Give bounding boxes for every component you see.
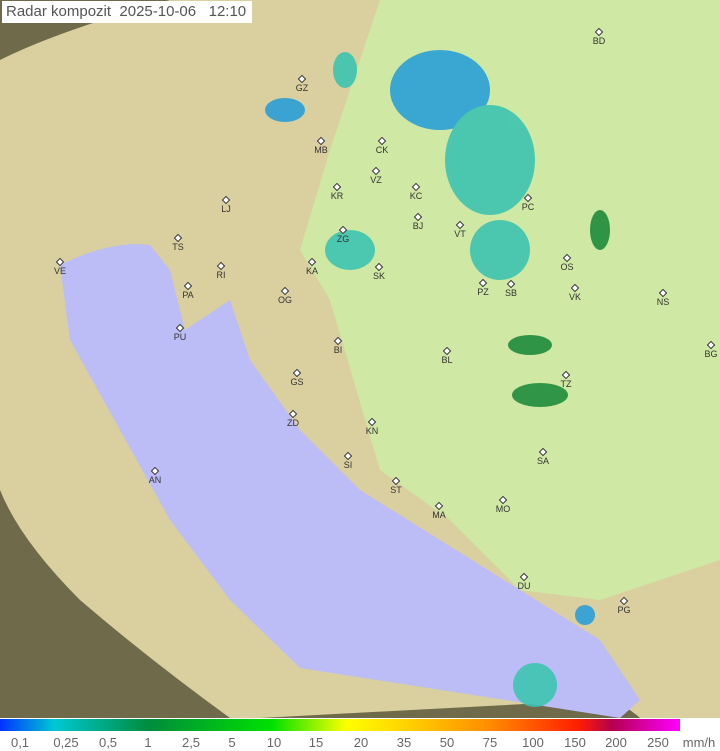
legend-tick: 20: [353, 735, 369, 750]
city-label: MB: [314, 145, 328, 155]
city-label: ZD: [287, 418, 299, 428]
city-label: SK: [372, 271, 386, 281]
city-label: TZ: [560, 379, 572, 389]
city-label: PG: [617, 605, 631, 615]
city-label: OS: [560, 262, 574, 272]
legend-tick: 150: [564, 735, 586, 750]
city-label: AN: [148, 475, 162, 485]
legend-tick: 5: [228, 735, 236, 750]
city-label: VT: [454, 229, 466, 239]
legend-tick: 50: [439, 735, 455, 750]
city-label: KR: [330, 191, 344, 201]
city-label: PA: [182, 290, 194, 300]
city-label: KC: [409, 191, 423, 201]
legend-tick: 200: [605, 735, 627, 750]
legend-tick: 100: [522, 735, 544, 750]
city-label: BD: [592, 36, 606, 46]
city-label: DU: [517, 581, 531, 591]
legend-tick: 250: [647, 735, 669, 750]
city-label: TS: [172, 242, 184, 252]
city-label: GS: [290, 377, 304, 387]
city-label: VZ: [370, 175, 382, 185]
city-label: RI: [216, 270, 226, 280]
legend-tick: 75: [482, 735, 498, 750]
sea: [60, 244, 640, 718]
city-label: GZ: [295, 83, 309, 93]
precipitation: [265, 50, 610, 707]
legend-unit: mm/h: [682, 735, 716, 750]
legend-labels: 0,1 0,25 0,5 1 2,5 5 10 15 20 35 50 75 1…: [0, 734, 720, 751]
legend-tick: 35: [396, 735, 412, 750]
city-label: SI: [343, 460, 353, 470]
city-label: SB: [504, 288, 518, 298]
city-label: BI: [333, 345, 343, 355]
city-label: KA: [305, 266, 319, 276]
legend-tick: 10: [266, 735, 282, 750]
city-label: LJ: [221, 204, 231, 214]
city-label: NS: [656, 297, 670, 307]
city-label: PU: [173, 332, 187, 342]
city-label: PC: [521, 202, 535, 212]
city-label: ST: [390, 485, 402, 495]
legend-tick: 1: [144, 735, 152, 750]
city-label: SA: [536, 456, 550, 466]
city-label: KN: [365, 426, 379, 436]
city-label: VE: [53, 266, 67, 276]
map-title: Radar kompozit 2025-10-06 12:10: [2, 1, 253, 23]
legend-color-scale: [0, 719, 680, 731]
city-label: BL: [441, 355, 453, 365]
legend-tick: 0,1: [10, 735, 30, 750]
radar-map: [0, 0, 720, 718]
city-label: VK: [568, 292, 582, 302]
city-label: PZ: [477, 287, 489, 297]
legend-tick: 15: [308, 735, 324, 750]
legend-tick: 0,5: [98, 735, 118, 750]
city-label: MA: [432, 510, 446, 520]
city-label: BJ: [412, 221, 424, 231]
city-label: OG: [277, 295, 293, 305]
land-green: [300, 0, 720, 600]
city-label: MO: [495, 504, 511, 514]
legend-tick: 2,5: [181, 735, 201, 750]
city-label: ZG: [336, 234, 350, 244]
legend-tick: 0,25: [53, 735, 79, 750]
city-label: CK: [375, 145, 389, 155]
city-label: BG: [704, 349, 718, 359]
